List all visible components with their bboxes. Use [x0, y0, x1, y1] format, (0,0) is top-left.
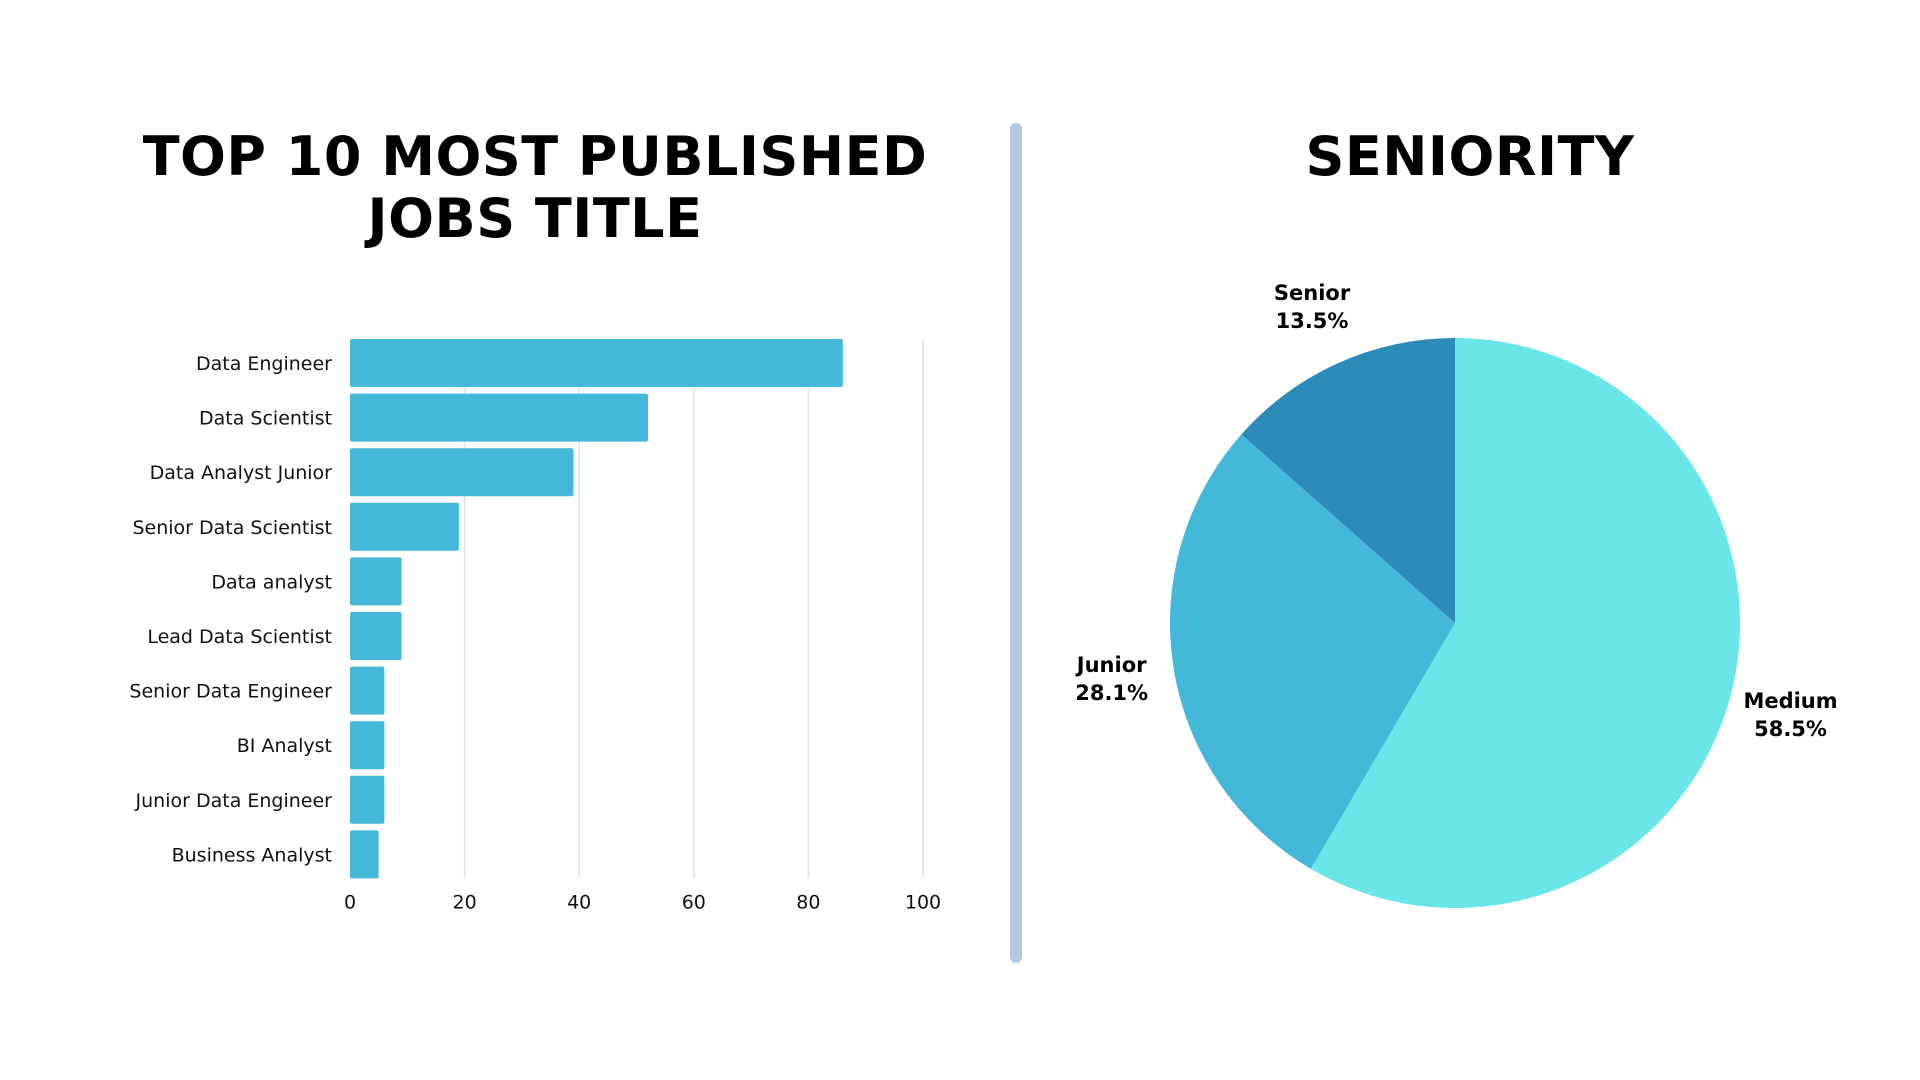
- panel-divider: [1010, 123, 1022, 963]
- bar: [350, 339, 843, 387]
- pie-slices: [1170, 338, 1740, 909]
- bar: [350, 502, 459, 551]
- pie-slice-junior: [1170, 434, 1455, 869]
- bar: [350, 557, 402, 606]
- category-label: Data Analyst Junior: [150, 462, 333, 484]
- category-label: Data Scientist: [199, 408, 332, 430]
- slice-percent-label: 28.1%: [1075, 681, 1148, 705]
- x-tick-label: 60: [682, 891, 706, 913]
- slice-percent-label: 13.5%: [1276, 309, 1349, 333]
- bar-category-labels: Data Engineer Data Scientist Data Analyst …: [129, 353, 332, 866]
- slice-percent-label: 58.5%: [1754, 717, 1827, 741]
- category-label: Senior Data Scientist: [132, 517, 332, 539]
- pie-slice-labels: Medium 58.5% Junior 28.1% Senior 13.5%: [1075, 281, 1838, 741]
- bar-marks: [350, 339, 843, 879]
- bar: [350, 393, 648, 442]
- bar: [350, 612, 402, 660]
- pie-slice-senior: [1241, 338, 1455, 623]
- x-tick-label: 0: [344, 891, 356, 913]
- slice-name-label: Medium: [1743, 689, 1837, 713]
- bar: [350, 666, 385, 715]
- pie-slice-medium: [1310, 338, 1740, 909]
- x-tick-label: 100: [905, 891, 941, 913]
- category-label: Data Engineer: [196, 353, 332, 375]
- x-tick-label: 40: [567, 891, 591, 913]
- x-tick-label: 20: [453, 891, 477, 913]
- bar: [350, 721, 385, 770]
- pie-chart-title: SENIORITY: [1305, 125, 1635, 188]
- bar: [350, 775, 385, 824]
- category-label: Lead Data Scientist: [147, 626, 332, 648]
- bar-tick-labels: 0 20 40 60 80 100: [344, 891, 941, 913]
- category-label: Business Analyst: [172, 844, 332, 866]
- category-label: BI Analyst: [237, 735, 332, 757]
- bar-chart-title: TOP 10 MOST PUBLISHED JOBS TITLE: [142, 125, 928, 250]
- slice-name-label: Junior: [1075, 653, 1147, 677]
- bar: [350, 448, 574, 497]
- slice-name-label: Senior: [1274, 281, 1351, 305]
- bar-chart: Data Engineer Data Scientist Data Analyst …: [129, 339, 941, 913]
- x-tick-label: 80: [796, 891, 820, 913]
- category-label: Data analyst: [211, 571, 332, 593]
- category-label: Junior Data Engineer: [135, 790, 333, 812]
- category-label: Senior Data Engineer: [129, 681, 332, 703]
- bar: [350, 830, 379, 879]
